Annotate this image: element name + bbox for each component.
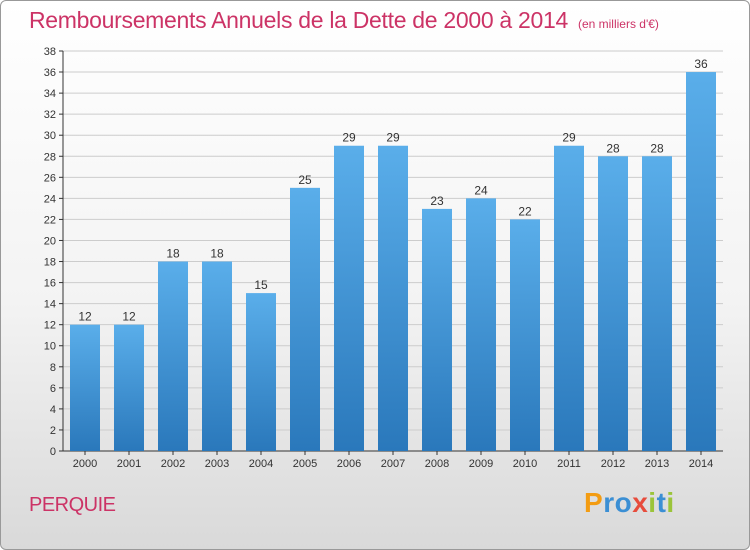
x-tick-label: 2011 [557, 458, 581, 470]
y-tick-label: 12 [44, 320, 56, 332]
y-tick-label: 24 [44, 193, 56, 205]
bar [422, 208, 452, 451]
x-tick-label: 2013 [645, 458, 669, 470]
chart-unit: (en milliers d'€) [577, 17, 659, 31]
data-label: 23 [430, 194, 444, 208]
data-label: 22 [518, 204, 532, 218]
logo-letter: x [632, 487, 649, 518]
y-tick-label: 32 [44, 109, 56, 121]
data-label: 15 [254, 278, 268, 292]
bar [290, 187, 320, 451]
y-tick-label: 2 [50, 425, 56, 437]
y-tick-label: 28 [44, 151, 56, 163]
data-label: 12 [122, 310, 136, 324]
bar [202, 261, 232, 451]
bar [158, 261, 188, 451]
bar [334, 145, 364, 451]
x-tick-label: 2001 [117, 458, 141, 470]
logo-letter: o [614, 487, 633, 518]
data-label: 25 [298, 173, 312, 187]
x-tick-label: 2004 [249, 458, 273, 470]
logo-letter: i [648, 487, 657, 518]
bar [114, 324, 144, 451]
y-tick-label: 0 [50, 446, 56, 458]
y-tick-label: 6 [50, 383, 56, 395]
y-tick-label: 18 [44, 257, 56, 269]
bar [246, 293, 276, 451]
chart-title: Remboursements Annuels de la Dette de 20… [29, 7, 659, 34]
bar [598, 156, 628, 451]
logo-letter: t [656, 487, 667, 518]
x-tick-label: 2007 [381, 458, 405, 470]
x-tick-label: 2003 [205, 458, 229, 470]
y-tick-label: 10 [44, 341, 56, 353]
bar [70, 324, 100, 451]
logo-letter: P [584, 487, 604, 518]
data-label: 29 [342, 131, 356, 145]
x-tick-label: 2000 [73, 458, 97, 470]
data-label: 28 [650, 141, 664, 155]
y-tick-label: 38 [44, 46, 56, 58]
logo-letter: i [666, 487, 675, 518]
x-tick-label: 2014 [689, 458, 713, 470]
y-tick-label: 22 [44, 214, 56, 226]
y-tick-label: 8 [50, 362, 56, 374]
data-label: 29 [386, 131, 400, 145]
proxiti-logo: Proxiti [584, 487, 675, 519]
data-label: 12 [78, 310, 92, 324]
chart-title-text: Remboursements Annuels de la Dette de 20… [29, 7, 568, 33]
bar [466, 198, 496, 451]
bar [378, 145, 408, 451]
y-tick-label: 26 [44, 172, 56, 184]
y-tick-label: 16 [44, 278, 56, 290]
x-tick-label: 2009 [469, 458, 493, 470]
data-label: 28 [606, 141, 620, 155]
y-tick-label: 14 [44, 299, 56, 311]
y-tick-label: 34 [44, 88, 56, 100]
bar [554, 145, 584, 451]
data-label: 29 [562, 131, 576, 145]
x-tick-label: 2005 [293, 458, 317, 470]
data-label: 24 [474, 183, 488, 197]
data-label: 18 [210, 247, 224, 261]
bar [642, 156, 672, 451]
y-tick-label: 4 [50, 404, 56, 416]
data-label: 18 [166, 247, 180, 261]
y-tick-label: 20 [44, 235, 56, 247]
x-tick-label: 2008 [425, 458, 449, 470]
bar [686, 72, 716, 451]
x-tick-label: 2010 [513, 458, 537, 470]
x-tick-label: 2006 [337, 458, 361, 470]
x-tick-label: 2012 [601, 458, 625, 470]
commune-name: PERQUIE [29, 494, 116, 516]
bar [510, 219, 540, 451]
data-label: 36 [694, 57, 708, 71]
y-tick-label: 36 [44, 67, 56, 79]
y-tick-label: 30 [44, 130, 56, 142]
logo-letter: r [603, 487, 615, 518]
x-tick-label: 2002 [161, 458, 185, 470]
